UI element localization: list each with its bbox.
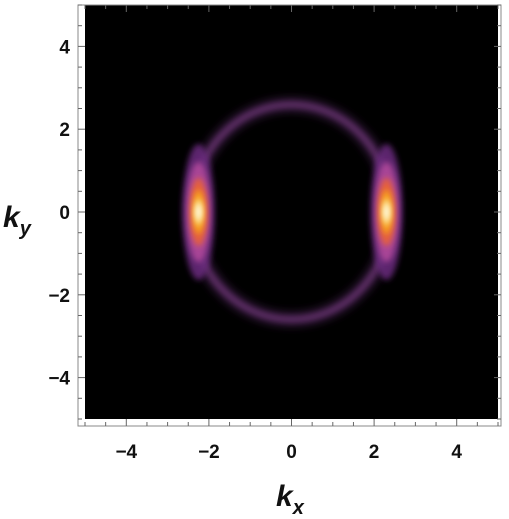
y-tick-label: 0: [59, 203, 70, 224]
y-tick-label: 2: [59, 120, 70, 141]
x-tick-label: −2: [198, 442, 220, 463]
x-axis-ticks: −4 −2 0 2 4: [84, 5, 499, 463]
y-tick-label: −2: [48, 286, 70, 307]
hotspot-1-peak: [196, 205, 202, 219]
x-tick-label: −4: [115, 442, 137, 463]
y-axis-ticks: −4 −2 0 2 4: [48, 4, 501, 420]
hotspot-2-peak: [383, 205, 389, 219]
x-tick-label: 0: [286, 442, 297, 463]
x-axis-label: kx: [276, 480, 305, 519]
plot-background: [85, 5, 498, 419]
heatmap-layer: [182, 100, 403, 324]
plot-frame: [77, 4, 502, 427]
axes-frame: [77, 4, 502, 427]
y-tick-label: 4: [59, 37, 70, 58]
y-axis-label: ky: [3, 201, 32, 240]
x-tick-label: 4: [451, 442, 462, 463]
y-tick-label: −4: [48, 369, 70, 390]
x-tick-label: 2: [369, 442, 380, 463]
